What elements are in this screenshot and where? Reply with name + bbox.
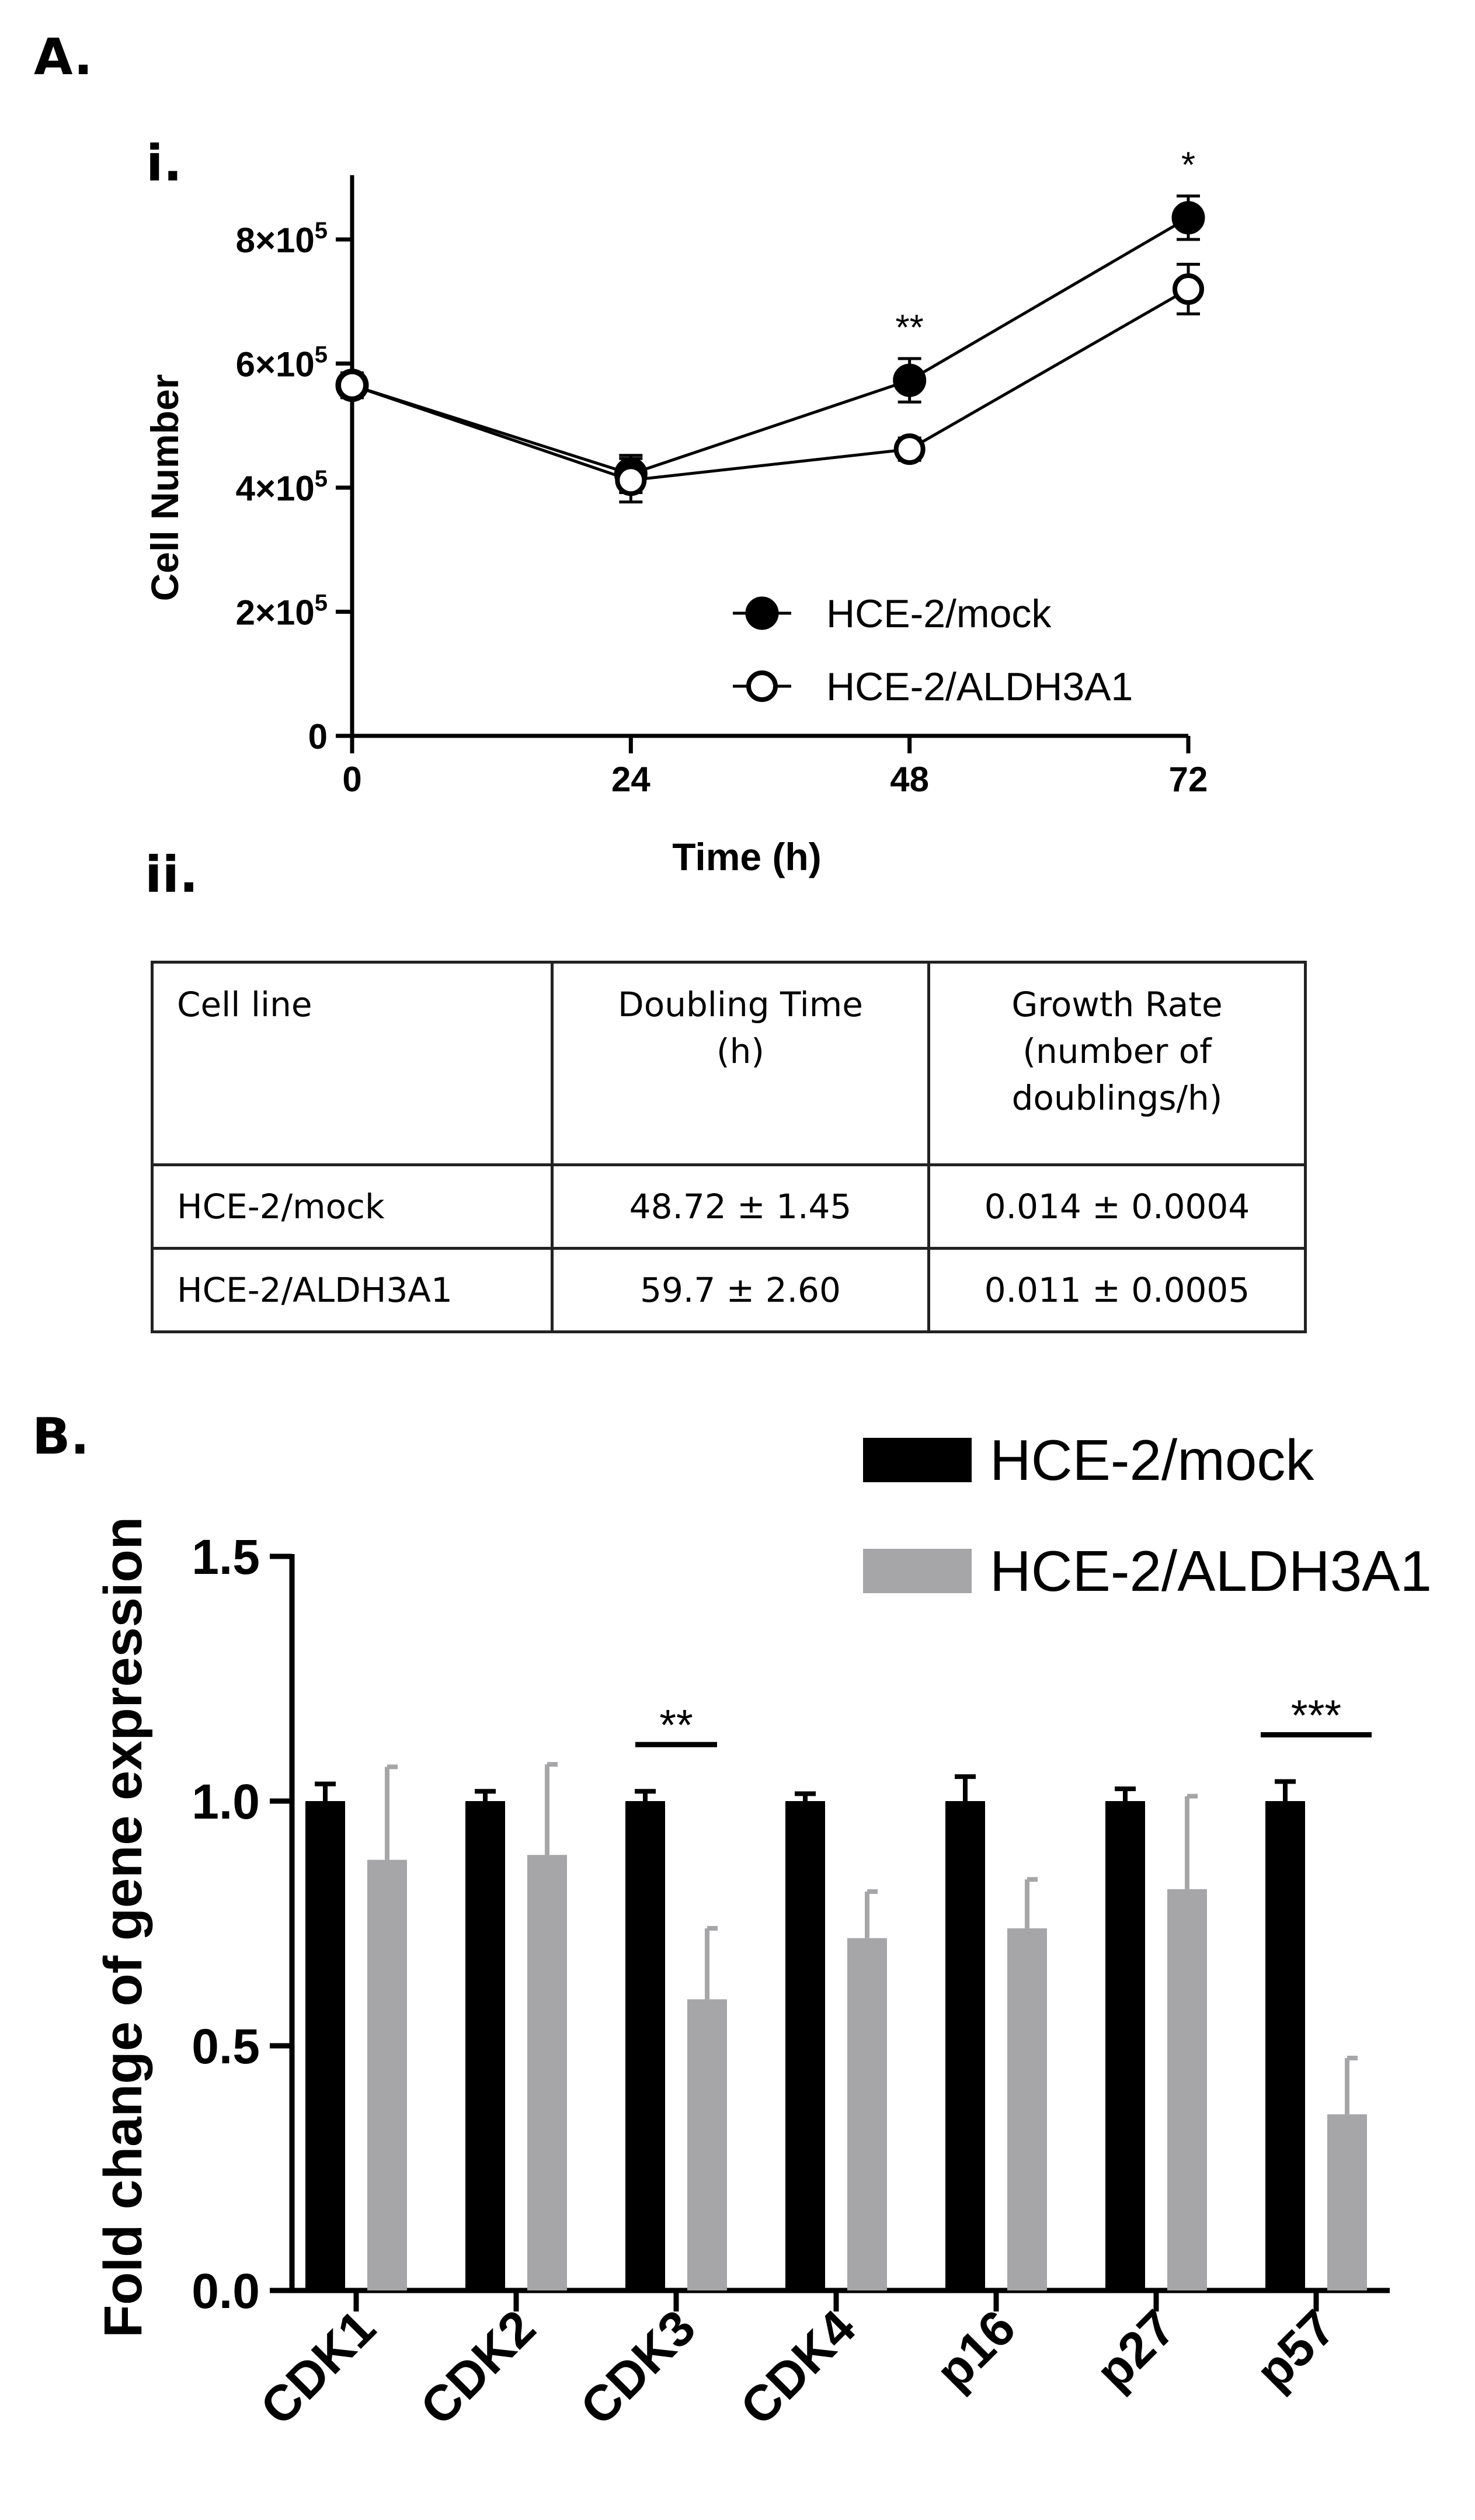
- header-line: Growth Rate: [1011, 985, 1223, 1024]
- bar: [785, 1801, 825, 2290]
- x-tick-label: CDK4: [730, 2299, 867, 2436]
- y-tick-label: 0.5: [192, 2019, 260, 2074]
- table-row: HCE-2/ALDH3A1 59.7 ± 2.60 0.011 ± 0.0005: [151, 1247, 1307, 1333]
- bar: [945, 1801, 985, 2290]
- x-tick-label: 24: [611, 760, 650, 799]
- growth-line-chart: 0 2×105 4×105 6×105 8×105 0 24 48 72 Time (h) Cell…: [143, 145, 1208, 878]
- data-point: [1171, 201, 1205, 235]
- header-line: (h): [716, 1031, 764, 1071]
- table-cell: HCE-2/ALDH3A1: [151, 1247, 554, 1333]
- panel-label-i: i.: [146, 134, 183, 193]
- data-point: [893, 363, 927, 397]
- x-tick-label: 0: [342, 760, 361, 799]
- legend-marker: [746, 670, 778, 702]
- header-line: (number of: [1022, 1031, 1212, 1071]
- y-tick-label: 2×105: [236, 590, 328, 632]
- y-tick-label: 6×105: [236, 342, 328, 384]
- legend-label: HCE-2/ALDH3A1: [990, 1539, 1432, 1603]
- bar: [687, 1999, 727, 2290]
- table-cell: 0.011 ± 0.0005: [927, 1247, 1307, 1333]
- y-tick-label: 4×105: [236, 466, 328, 508]
- significance-marker: ***: [1291, 1691, 1341, 1739]
- header-line: Cell line: [177, 985, 312, 1024]
- x-tick-label: CDK3: [570, 2300, 706, 2436]
- table-cell: HCE-2/mock: [151, 1163, 554, 1250]
- y-tick-label: 1.5: [192, 1530, 260, 1584]
- bar: [1265, 1801, 1305, 2290]
- y-tick-label: 8×105: [236, 218, 328, 260]
- significance-marker: *: [1181, 145, 1195, 186]
- data-point: [893, 433, 926, 465]
- header-line: doublings/h): [1011, 1078, 1223, 1118]
- bar: [465, 1801, 505, 2290]
- bar: [1105, 1801, 1145, 2290]
- y-axis-title: Cell Number: [143, 374, 186, 602]
- table-cell: 0.014 ± 0.0004: [927, 1163, 1307, 1250]
- growth-table: Cell line Doubling Time (h) Growth Rate …: [151, 961, 1307, 1333]
- data-point: [615, 464, 647, 496]
- x-tick-label: 48: [890, 760, 929, 799]
- bar: [1327, 2114, 1367, 2290]
- bar: [847, 1938, 887, 2290]
- y-tick-label: 0: [308, 717, 328, 756]
- panel-label-b: B.: [32, 1407, 90, 1466]
- legend-swatch: [863, 1549, 972, 1593]
- table-cell: 48.72 ± 1.45: [551, 1163, 930, 1250]
- series-line: [352, 287, 1189, 482]
- legend-swatch: [863, 1438, 972, 1482]
- x-axis-title: Time (h): [672, 835, 821, 878]
- table-header-cell: Doubling Time (h): [551, 961, 930, 1166]
- bar: [1007, 1928, 1047, 2290]
- x-tick-label: CDK1: [250, 2300, 386, 2436]
- legend-label: HCE-2/mock: [826, 592, 1052, 636]
- bar: [625, 1801, 665, 2290]
- table-header-row: Cell line Doubling Time (h) Growth Rate …: [151, 961, 1307, 1166]
- table-header-cell: Growth Rate (number of doublings/h): [927, 961, 1307, 1166]
- significance-marker: **: [659, 1701, 693, 1749]
- x-tick-label: p27: [1086, 2300, 1187, 2401]
- panel-label-ii: ii.: [145, 846, 199, 904]
- y-tick-label: 1.0: [192, 1774, 260, 1829]
- legend-label: HCE-2/mock: [990, 1428, 1314, 1492]
- significance-marker: **: [896, 308, 924, 348]
- x-tick-label: 72: [1169, 760, 1208, 799]
- panel-label-a: A.: [34, 28, 93, 86]
- x-tick-label: p16: [926, 2300, 1027, 2401]
- bar: [1167, 1889, 1207, 2290]
- data-point: [336, 369, 368, 401]
- x-tick-label: p57: [1246, 2300, 1347, 2401]
- header-line: Doubling Time: [618, 985, 863, 1024]
- bar: [305, 1801, 345, 2290]
- legend-marker: [745, 596, 779, 630]
- bar: [367, 1859, 407, 2290]
- data-point: [1173, 273, 1204, 305]
- table-row: HCE-2/mock 48.72 ± 1.45 0.014 ± 0.0004: [151, 1163, 1307, 1250]
- y-axis-title: Fold change of gene expression: [93, 1517, 153, 2338]
- table-header-cell: Cell line: [151, 961, 554, 1166]
- series-line: [352, 216, 1189, 476]
- bar: [527, 1855, 567, 2290]
- x-tick-label: CDK2: [410, 2300, 546, 2436]
- y-tick-label: 0.0: [192, 2264, 260, 2319]
- legend-label: HCE-2/ALDH3A1: [826, 665, 1133, 709]
- table-cell: 59.7 ± 2.60: [551, 1247, 930, 1333]
